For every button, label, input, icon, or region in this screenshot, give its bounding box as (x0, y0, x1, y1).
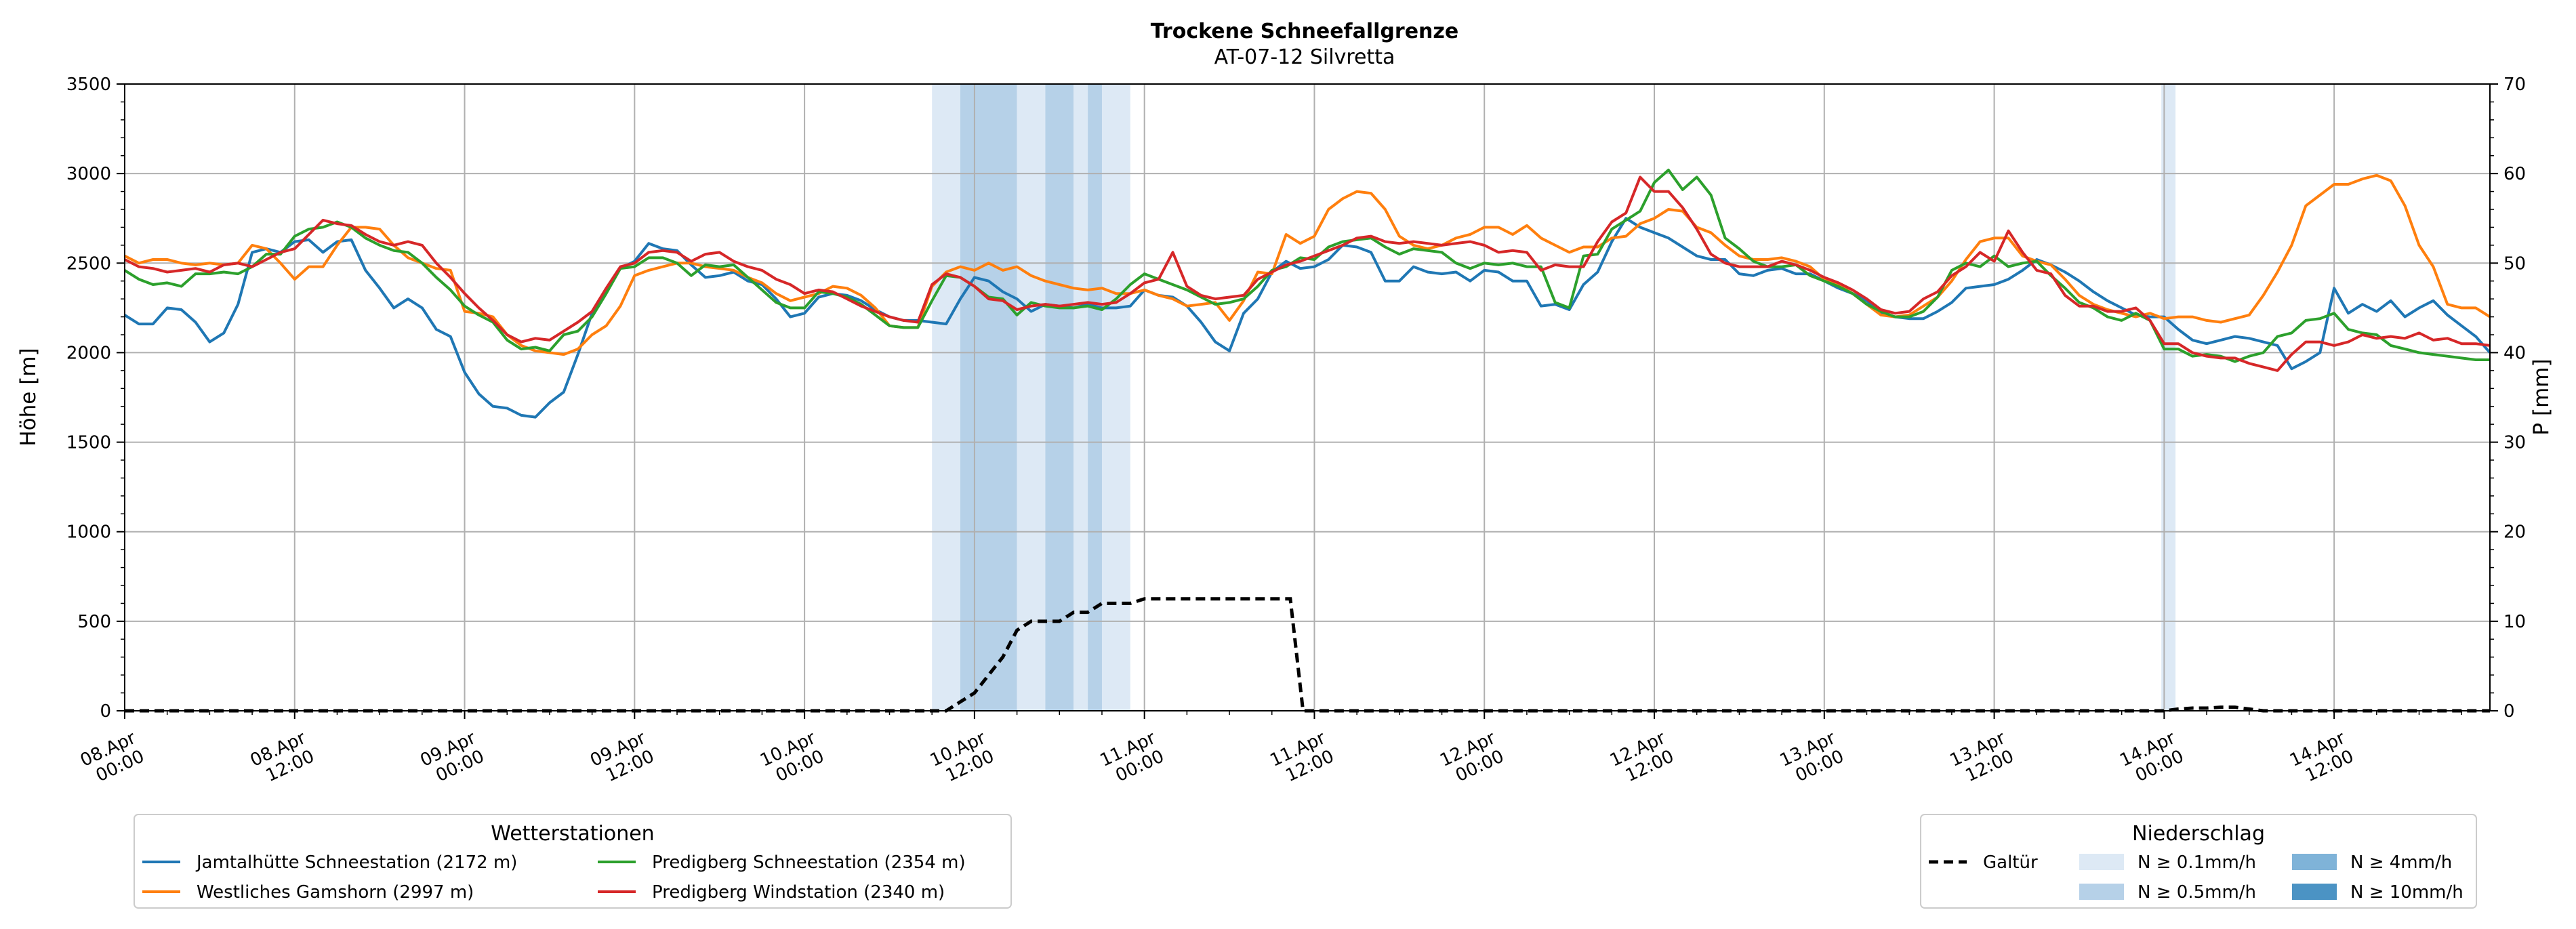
stations-legend-box (134, 814, 1012, 909)
chart-subtitle: AT-07-12 Silvretta (1214, 45, 1395, 69)
y-tick-label-right-7: 70 (2503, 75, 2526, 95)
series-line-0 (123, 217, 2491, 419)
series-lines (123, 168, 2491, 419)
plot-frame (124, 83, 2491, 711)
legend-swatch-n05 (2079, 884, 2124, 900)
x-tick-label-11: 13.Apr12:00 (1947, 728, 2018, 789)
precip-legend-title: Niederschlag (2132, 822, 2265, 846)
x-tick-label-2: 09.Apr00:00 (417, 728, 488, 789)
y-tick-label-left-1: 500 (77, 612, 111, 632)
precip-band-0 (932, 84, 960, 711)
y-tick-label-left-4: 2000 (66, 343, 111, 363)
y-tick-label-left-0: 0 (100, 701, 111, 722)
x-tick-label-1: 08.Apr12:00 (247, 728, 318, 789)
legend-label-predig-wind: Predigberg Windstation (2340 m) (652, 882, 945, 903)
precip-bands (932, 84, 2176, 711)
y-tick-label-right-2: 20 (2503, 522, 2526, 543)
y-tick-label-right-0: 0 (2503, 701, 2515, 722)
y-tick-label-left-5: 2500 (66, 253, 111, 274)
y-tick-label-left-6: 3000 (66, 164, 111, 184)
axis-ticks: 0 500 1000 1500 2000 2500 3000 3500 0 10 20 30 40 50 6… (66, 75, 2526, 789)
legend-label-n4: N ≥ 4mm/h (2350, 852, 2452, 873)
series-line-2 (123, 168, 2490, 363)
precip-legend: Niederschlag Galtür N ≥ 0.1mm/h N ≥ 0.5m… (1920, 814, 2477, 909)
stations-legend: Wetterstationen Jamtalhütte Schneestatio… (134, 814, 1012, 909)
y-axis-label-left: Höhe [m] (16, 348, 41, 446)
precip-line-galtuer (125, 597, 2490, 713)
y-tick-label-right-4: 40 (2503, 343, 2526, 363)
y-axis-label-right: P [mm] (2529, 358, 2554, 435)
precip-band-1 (960, 84, 1017, 711)
x-tick-label-12: 14.Apr00:00 (2117, 728, 2187, 789)
x-tick-label-8: 12.Apr00:00 (1437, 728, 1507, 789)
precip-band-3 (1045, 84, 1074, 711)
stations-legend-title: Wetterstationen (491, 822, 654, 846)
precip-band-6 (1101, 84, 1130, 711)
precip-band-4 (1074, 84, 1088, 711)
x-tick-label-7: 11.Apr12:00 (1267, 728, 1337, 789)
gridlines (125, 84, 2490, 711)
legend-label-gamshorn: Westliches Gamshorn (2997 m) (197, 882, 474, 903)
precip-line (125, 597, 2490, 713)
x-tick-label-3: 09.Apr12:00 (587, 728, 657, 789)
precip-legend-box (1920, 814, 2477, 909)
precip-band-7 (2161, 84, 2176, 711)
y-tick-label-left-3: 1500 (66, 433, 111, 453)
legend-swatch-n4 (2292, 854, 2337, 870)
y-tick-label-right-1: 10 (2503, 612, 2526, 632)
legend-label-galtuer: Galtür (1983, 852, 2038, 873)
legend-label-n10: N ≥ 10mm/h (2350, 882, 2463, 903)
x-tick-label-0: 08.Apr00:00 (77, 728, 148, 789)
series-line-1 (124, 173, 2491, 356)
chart-title: Trockene Schneefallgrenze (1151, 20, 1458, 43)
series-line-3 (124, 176, 2491, 372)
y-tick-label-right-3: 30 (2503, 433, 2526, 453)
x-tick-label-4: 10.Apr00:00 (757, 728, 827, 789)
legend-label-n01: N ≥ 0.1mm/h (2138, 852, 2256, 873)
x-tick-label-10: 13.Apr00:00 (1777, 728, 1847, 789)
x-tick-label-5: 10.Apr12:00 (927, 728, 998, 789)
legend-swatch-n10 (2292, 884, 2337, 900)
legend-label-predig-schnee: Predigberg Schneestation (2354 m) (652, 852, 966, 873)
legend-label-n05: N ≥ 0.5mm/h (2138, 882, 2256, 903)
y-tick-label-right-6: 60 (2503, 164, 2526, 184)
x-tick-label-6: 11.Apr00:00 (1097, 728, 1168, 789)
precip-band-2 (1017, 84, 1046, 711)
x-tick-label-13: 14.Apr12:00 (2287, 728, 2357, 789)
y-tick-label-right-5: 50 (2503, 253, 2526, 274)
y-tick-label-left-7: 3500 (66, 75, 111, 95)
x-tick-label-9: 12.Apr12:00 (1607, 728, 1677, 789)
legend-label-jamtal: Jamtalhütte Schneestation (2172 m) (195, 852, 517, 873)
precip-band-5 (1088, 84, 1102, 711)
y-tick-label-left-2: 1000 (66, 522, 111, 543)
legend-swatch-n01 (2079, 854, 2124, 870)
